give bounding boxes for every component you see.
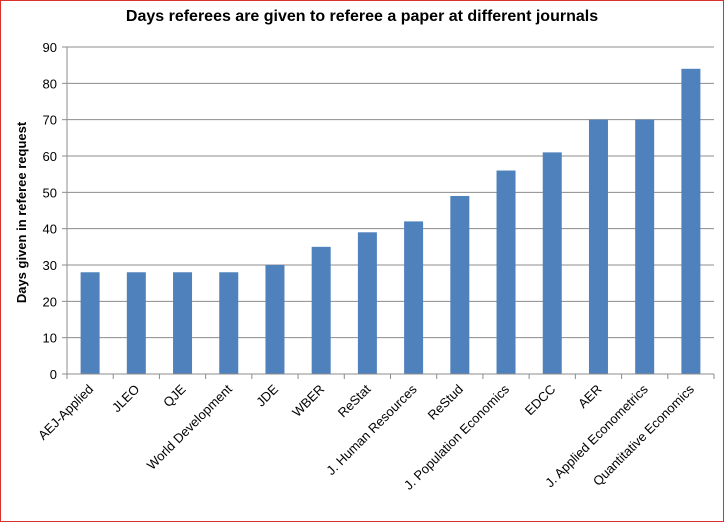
x-tick-label: QJE (160, 381, 189, 410)
y-tick-label: 70 (43, 113, 57, 128)
y-tick-label: 40 (43, 222, 57, 237)
bar (219, 272, 239, 374)
y-tick-label: 10 (43, 331, 57, 346)
x-tick-label: AER (575, 382, 605, 412)
x-tick-label: J. Human Resources (323, 381, 420, 478)
x-tick-label: EDCC (522, 382, 559, 419)
bar (126, 272, 146, 374)
x-tick-label: World Development (144, 381, 235, 472)
bar (357, 232, 377, 374)
x-tick-label: ReStud (425, 382, 466, 423)
bar (681, 68, 701, 375)
y-tick-label: 30 (43, 258, 57, 273)
gridlines (67, 46, 714, 339)
bar (80, 272, 100, 374)
bar (311, 246, 331, 374)
y-tick-label: 50 (43, 185, 57, 200)
y-tick-label: 60 (43, 149, 57, 164)
bar (450, 195, 470, 374)
axes (62, 46, 715, 379)
y-tick-label: 20 (43, 294, 57, 309)
bar (404, 221, 424, 374)
x-tick-label: AEJ-Applied (35, 382, 96, 443)
bar (173, 272, 193, 374)
bar (265, 265, 285, 374)
y-tick-label: 0 (50, 367, 57, 382)
y-axis-label: Days given in referee request (14, 121, 29, 303)
x-tick-label: JDE (253, 381, 281, 409)
bar (496, 170, 516, 374)
bar (635, 119, 655, 375)
y-tick-label: 90 (43, 40, 57, 55)
x-tick-label: ReStat (335, 381, 374, 420)
y-tick-label: 80 (43, 76, 57, 91)
x-tick-label: WBER (289, 382, 327, 420)
bars (80, 68, 701, 375)
chart-title: Days referees are given to referee a pap… (125, 8, 599, 25)
y-tick-labels: 0 10 20 30 40 50 60 70 80 90 (43, 40, 57, 382)
bar (588, 119, 608, 375)
x-tick-label: JLEO (109, 382, 143, 416)
bar (542, 152, 562, 374)
